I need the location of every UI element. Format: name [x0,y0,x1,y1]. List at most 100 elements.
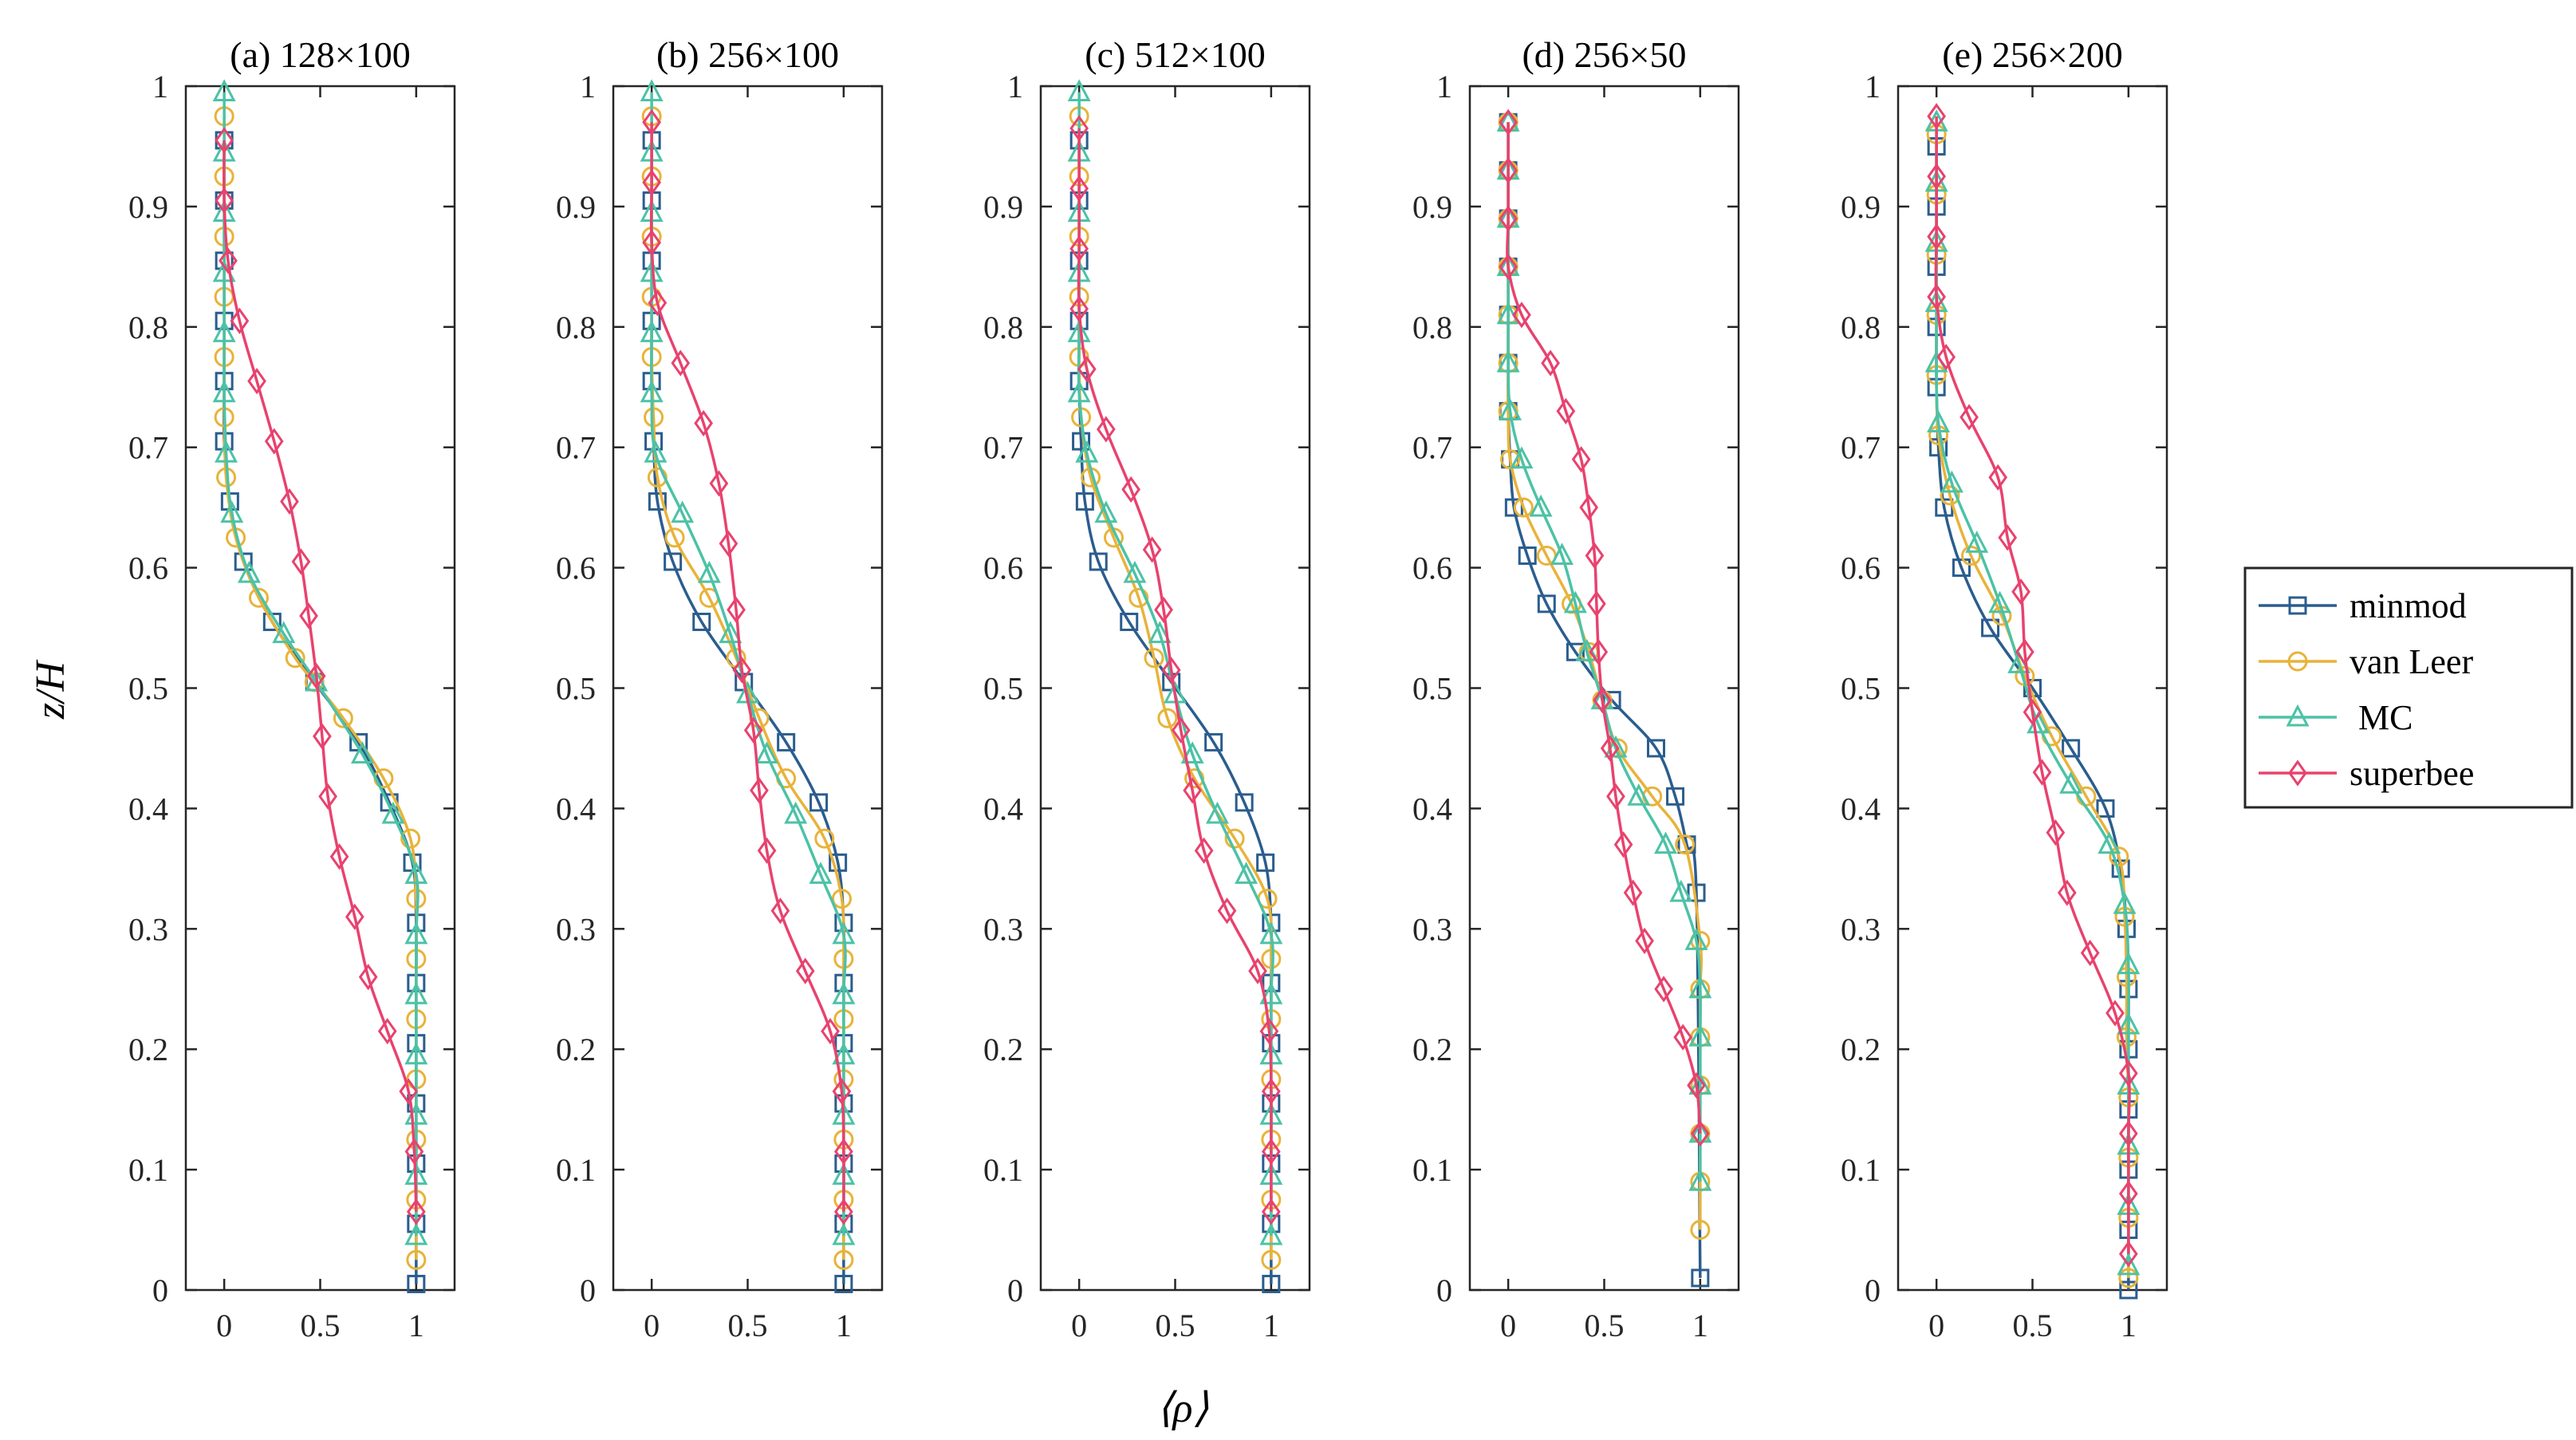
marker-mc [1123,560,1147,583]
marker-superbee [1499,157,1518,184]
marker-mc [1940,470,1964,493]
marker-superbee [1512,302,1531,329]
y-tick-label: 0 [1436,1272,1452,1308]
marker-minmod [1952,558,1971,578]
marker-van-leer [400,828,421,849]
y-tick-label: 0.4 [556,791,596,827]
marker-minmod [648,492,667,511]
marker-superbee [2011,578,2030,606]
marker-superbee [732,657,752,684]
marker-superbee [230,307,250,334]
panel-title: (e) 256×200 [1942,34,2123,75]
marker-minmod [2096,799,2115,818]
y-tick-label: 0.2 [983,1032,1023,1067]
marker-superbee [1673,1024,1693,1051]
legend-label: MC [2350,698,2413,737]
y-tick-label: 0.1 [556,1152,596,1188]
marker-mc [809,862,833,884]
legend-label: superbee [2350,754,2474,793]
marker-van-leer [1144,648,1164,669]
marker-mc [640,320,664,342]
marker-van-leer [1500,449,1521,470]
marker-mc [1563,590,1587,613]
y-tick-label: 0.1 [1412,1152,1452,1188]
marker-superbee [1589,638,1609,665]
marker-mc [1067,79,1091,102]
marker-superbee [1960,404,1979,431]
marker-mc [350,741,374,763]
y-tick-label: 0.4 [1412,791,1452,827]
marker-superbee [1262,1198,1281,1225]
x-tick-label: 1 [2121,1308,2137,1343]
marker-superbee [1069,235,1089,262]
line-superbee [1506,122,1702,1134]
panel-title: (b) 256×100 [656,34,839,75]
marker-mc [381,801,405,824]
y-tick-label: 0.3 [1412,911,1452,947]
marker-superbee [264,428,284,455]
y-tick-label: 0.2 [556,1032,596,1067]
legend-box [2243,566,2574,809]
y-tick-label: 0.1 [983,1152,1023,1188]
y-tick-label: 0.9 [128,189,168,225]
legend-item-minmod: minmod [2259,586,2467,625]
marker-van-leer [1128,587,1149,608]
panel-1: 0 0.1 0.2 0.3 0.4 0.5 0.6 0.7 0.8 0.9 1 0 0.5 1 (a) 12… [128,34,456,1343]
marker-superbee [2015,638,2034,665]
y-tick-label: 0.8 [128,310,168,345]
marker-superbee [1600,735,1620,762]
marker-superbee [1571,446,1591,473]
marker-superbee [299,602,318,629]
x-axis-label: ⟨ρ⟩ [1156,1386,1209,1431]
marker-superbee [1579,494,1599,521]
marker-superbee [1259,1017,1279,1045]
x-tick-label: 0 [216,1308,232,1343]
marker-superbee [832,1078,852,1105]
marker-superbee [1077,356,1097,383]
marker-superbee [694,409,713,437]
marker-superbee [1936,343,1956,371]
marker-superbee [1927,163,1946,190]
y-tick-label: 0.1 [1841,1152,1881,1188]
y-tick-label: 0.2 [128,1032,168,1067]
marker-superbee [280,488,299,515]
panels-layer: 0 0.1 0.2 0.3 0.4 0.5 0.6 0.7 0.8 0.9 1 0 0.5 1 (a) 12… [128,34,2168,1343]
marker-superbee [2119,1120,2138,1147]
marker-superbee [2105,1000,2125,1027]
marker-mc [640,380,664,403]
x-tick-label: 1 [408,1308,424,1343]
marker-superbee [1635,927,1654,954]
marker-mc [697,560,721,583]
y-tick-label: 0.8 [556,310,596,345]
y-tick-label: 0.3 [128,911,168,947]
y-tick-label: 0 [152,1272,168,1308]
marker-mc [1684,928,1708,950]
y-tick-label: 0 [1865,1272,1881,1308]
y-tick-label: 0.3 [1841,911,1881,947]
y-tick-label: 0.5 [1841,671,1881,707]
marker-superbee [1171,716,1191,744]
marker-superbee [407,1198,426,1225]
marker-superbee [1623,879,1643,906]
series-superbee [642,108,853,1225]
marker-superbee [1988,464,2008,491]
marker-van-leer [2109,846,2129,867]
marker-mc [1180,741,1204,763]
y-tick-label: 0.6 [983,550,1023,586]
marker-van-leer [664,527,685,548]
y-tick-label: 0.5 [128,671,168,707]
x-tick-label: 1 [836,1308,852,1343]
marker-mc [1259,982,1283,1004]
series-mc [640,79,856,1245]
marker-superbee [1194,837,1214,864]
marker-minmod [809,793,829,812]
legend-marker [2288,759,2307,787]
marker-mc [1235,862,1258,884]
marker-mc [640,259,664,282]
x-tick-label: 0.5 [2013,1308,2053,1343]
marker-superbee [1069,295,1089,322]
marker-superbee [2057,879,2077,906]
y-tick-label: 0.7 [1841,430,1881,466]
marker-superbee [2023,699,2042,726]
